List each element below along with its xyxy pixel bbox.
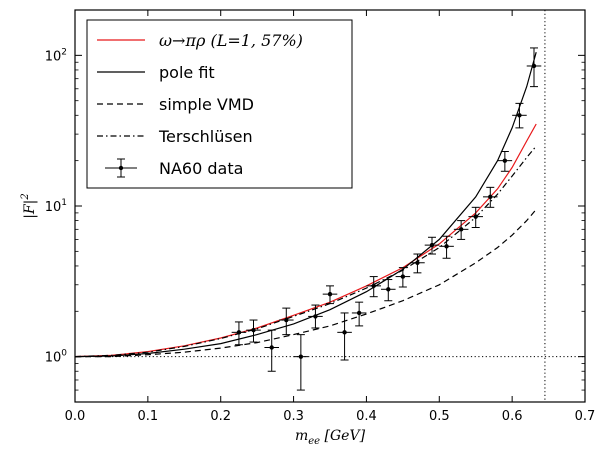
legend-label: ω→πρ (L=1, 57%) (159, 31, 303, 50)
x-tick-label: 0.2 (210, 409, 231, 424)
y-tick-exponent: 1 (61, 198, 67, 208)
legend-entry-2: simple VMD (97, 95, 254, 114)
y-tick-base: 10 (45, 200, 62, 215)
legend-entry-4: NA60 data (105, 158, 243, 178)
data-point-14 (439, 235, 454, 259)
series-line-3 (74, 145, 537, 358)
data-marker (444, 244, 449, 249)
data-marker (458, 227, 464, 232)
data-point-8 (351, 301, 367, 327)
data-point-9 (366, 276, 381, 298)
legend-entry-1: pole fit (97, 63, 215, 82)
data-point-5 (308, 304, 323, 329)
x-axis-ticks: 0.0 0.1 0.2 0.3 0.4 0.5 0.6 0.7 (65, 10, 596, 424)
legend: ω→πρ (L=1, 57%) pole fit simple VMD Terschl… (86, 19, 353, 189)
x-axis-label: mee [GeV] (295, 428, 366, 447)
data-marker (298, 354, 304, 359)
y-tick-label: 102 (45, 47, 67, 64)
legend-label: NA60 data (159, 159, 243, 178)
y-tick-exponent: 2 (61, 47, 67, 57)
data-point-2 (264, 329, 279, 372)
data-point-11 (395, 267, 411, 288)
legend-label: Terschlüsen (158, 127, 253, 146)
data-marker (251, 327, 256, 333)
legend-marker (118, 165, 124, 171)
y-tick-base: 10 (45, 49, 62, 64)
y-tick-label: 101 (45, 198, 67, 215)
data-point-10 (381, 279, 396, 302)
x-tick-label: 0.5 (429, 409, 450, 424)
data-marker (400, 274, 406, 279)
data-marker (327, 291, 333, 297)
data-marker (356, 310, 362, 316)
data-marker (313, 314, 318, 319)
x-tick-label: 0.0 (65, 409, 86, 424)
data-marker (488, 194, 493, 200)
data-point-7 (337, 312, 352, 361)
data-points (231, 47, 542, 391)
data-point-6 (322, 285, 338, 305)
series-line-0 (74, 123, 537, 358)
data-marker (236, 330, 242, 335)
x-tick-label: 0.1 (138, 409, 159, 424)
y-axis-label: |F|2 (20, 193, 38, 219)
data-point-0 (231, 321, 247, 346)
model-curves (74, 52, 537, 358)
data-marker (429, 242, 435, 248)
y-tick-label: 100 (45, 349, 68, 366)
data-point-12 (410, 253, 425, 274)
data-point-13 (424, 236, 440, 255)
data-point-3 (279, 307, 294, 336)
data-point-20 (526, 47, 542, 88)
data-marker (517, 113, 522, 118)
data-marker (386, 287, 391, 292)
x-tick-label: 0.7 (575, 409, 596, 424)
x-tick-label: 0.3 (283, 409, 304, 424)
data-marker (415, 260, 420, 265)
data-marker (269, 345, 274, 350)
legend-entry-3: Terschlüsen (97, 127, 253, 146)
data-marker (531, 63, 537, 69)
y-tick-exponent: 0 (61, 349, 67, 359)
data-point-18 (497, 151, 513, 172)
data-point-17 (483, 186, 498, 208)
series-line-1 (74, 52, 537, 358)
x-tick-label: 0.6 (502, 409, 523, 424)
data-marker (284, 317, 289, 323)
data-point-4 (293, 334, 309, 391)
legend-label: pole fit (159, 63, 215, 82)
reference-lines (75, 10, 585, 402)
y-tick-base: 10 (45, 351, 62, 366)
data-marker (502, 158, 508, 163)
data-point-1 (246, 319, 261, 343)
data-point-19 (512, 102, 527, 129)
data-marker (342, 330, 347, 335)
data-point-15 (453, 220, 469, 240)
data-marker (371, 283, 376, 289)
series-line-2 (75, 209, 537, 358)
data-point-16 (468, 206, 483, 228)
legend-entry-0: ω→πρ (L=1, 57%) (97, 31, 303, 50)
data-marker (473, 214, 478, 219)
legend-label: simple VMD (159, 95, 254, 114)
x-tick-label: 0.4 (356, 409, 377, 424)
